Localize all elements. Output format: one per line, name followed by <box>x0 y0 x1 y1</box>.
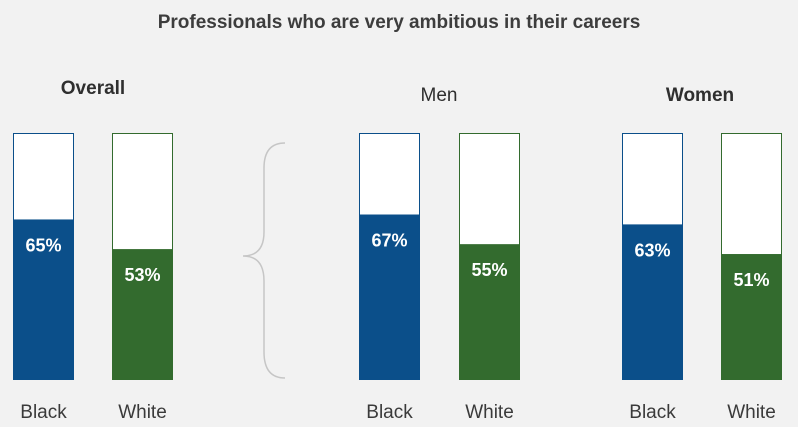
category-label: Black <box>366 402 413 423</box>
category-label: White <box>118 402 167 423</box>
bar-data-label: 53% <box>124 265 160 285</box>
group-label: Women <box>666 85 734 106</box>
category-label: Black <box>20 402 67 423</box>
bar <box>622 224 683 380</box>
bar-data-label: 65% <box>25 235 61 255</box>
bar <box>459 244 520 380</box>
bar <box>359 214 420 380</box>
group-label: Men <box>421 85 458 106</box>
grouping-brace <box>242 142 286 379</box>
bar <box>13 219 74 380</box>
category-label: Black <box>629 402 676 423</box>
category-label: White <box>727 402 776 423</box>
bar-data-label: 67% <box>371 231 407 251</box>
category-label: White <box>465 402 514 423</box>
bar <box>112 249 173 380</box>
group-label: Overall <box>61 78 125 99</box>
bar <box>721 254 782 380</box>
bar-data-label: 51% <box>733 270 769 290</box>
bar-data-label: 63% <box>634 240 670 260</box>
chart-title: Professionals who are very ambitious in … <box>158 12 641 33</box>
bar-data-label: 55% <box>471 260 507 280</box>
